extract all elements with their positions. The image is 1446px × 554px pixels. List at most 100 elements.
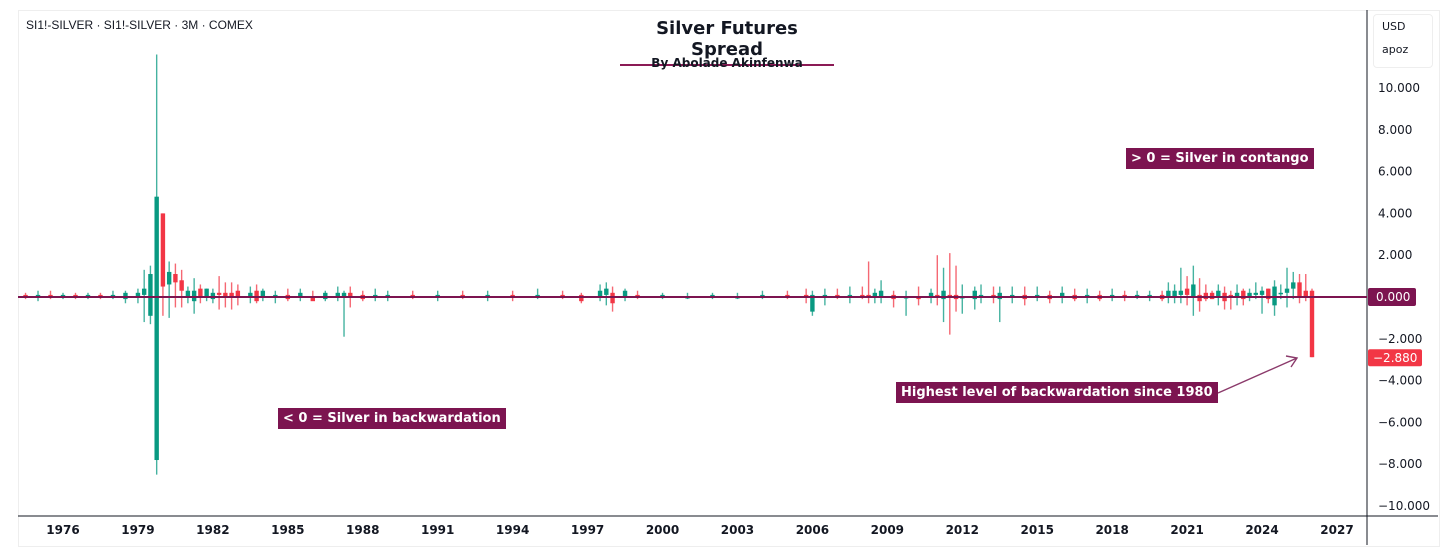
candle-body — [997, 292, 1002, 300]
candle-body — [835, 294, 840, 297]
candle — [204, 288, 209, 302]
candle — [1147, 290, 1152, 302]
candle — [223, 282, 228, 308]
candle — [604, 282, 609, 306]
candle-body — [1216, 290, 1221, 297]
candle — [198, 284, 203, 304]
candle — [229, 282, 234, 310]
contango-annotation: > 0 = Silver in contango — [1126, 148, 1314, 169]
x-tick-label: 2027 — [1320, 523, 1353, 537]
candle-body — [972, 290, 977, 300]
candle — [335, 286, 340, 302]
candle-body — [1134, 294, 1140, 297]
candle — [135, 288, 141, 304]
candle-body — [535, 294, 540, 297]
candle — [1191, 265, 1196, 316]
candle-body — [935, 294, 940, 297]
candle-body — [1184, 288, 1190, 295]
candle-body — [1284, 288, 1290, 293]
candle — [23, 292, 28, 300]
candle — [660, 292, 665, 300]
candle — [916, 286, 921, 306]
candle-body — [148, 274, 153, 316]
candle-body — [248, 292, 253, 297]
candle — [373, 288, 378, 302]
candle — [1197, 278, 1202, 312]
y-tick-label: 6.000 — [1378, 165, 1412, 179]
highest-backwardation-annotation: Highest level of backwardation since 198… — [896, 382, 1218, 403]
candle-body — [1303, 290, 1308, 297]
candle — [341, 290, 347, 337]
candle — [947, 253, 952, 335]
candle-body — [60, 294, 66, 297]
x-tick-label: 1979 — [121, 523, 154, 537]
candle-body — [1253, 292, 1258, 295]
candle — [960, 284, 965, 314]
candle-body — [810, 294, 815, 312]
candle-body — [978, 294, 984, 297]
candle-body — [373, 294, 378, 297]
candle-body — [785, 294, 790, 297]
candle — [685, 292, 690, 300]
annotation-arrow — [1217, 357, 1298, 394]
candle-body — [878, 290, 884, 297]
candle-body — [435, 294, 440, 297]
x-tick-label: 2012 — [946, 523, 979, 537]
candle — [254, 284, 259, 304]
candle — [1234, 284, 1240, 306]
candle — [60, 292, 66, 300]
candle — [903, 290, 909, 316]
candle-body — [1228, 294, 1234, 297]
candle-body — [560, 294, 565, 297]
candle-body — [385, 294, 390, 297]
x-tick-label: 1991 — [421, 523, 454, 537]
candle — [978, 284, 984, 304]
candle — [210, 288, 216, 304]
candle-body — [1278, 292, 1283, 295]
candle — [73, 292, 78, 300]
candle — [1222, 286, 1227, 310]
candle-body — [1035, 294, 1040, 297]
candle-body — [123, 292, 128, 300]
candle-body — [1297, 282, 1302, 297]
y-tick-label: 2.000 — [1378, 248, 1412, 262]
candle — [1022, 286, 1027, 306]
candle-body — [273, 294, 278, 297]
y-tick-label: −4.000 — [1378, 374, 1422, 388]
candle — [810, 290, 815, 316]
candle — [1084, 288, 1090, 304]
currency-label: USD — [1382, 20, 1406, 33]
candle-body — [635, 294, 640, 297]
candle-body — [710, 294, 715, 297]
candle — [1060, 286, 1065, 304]
y-tick-label: −6.000 — [1378, 415, 1422, 429]
candle-body — [803, 294, 809, 297]
unit-label: apoz — [1382, 43, 1409, 56]
candle-body — [310, 297, 315, 302]
candle — [1272, 280, 1277, 316]
candle — [485, 290, 490, 302]
candle — [803, 288, 809, 304]
candle-body — [622, 290, 628, 297]
symbol-legend[interactable]: SI1!-SILVER · SI1!-SILVER · 3M · COMEX — [26, 18, 253, 32]
candle — [216, 276, 222, 310]
candle-body — [1010, 294, 1015, 297]
last-price-label: −2.880 — [1373, 351, 1417, 365]
candle — [285, 288, 291, 302]
x-tick-label: 2009 — [871, 523, 904, 537]
candle-body — [154, 196, 159, 461]
candle-body — [23, 294, 28, 297]
x-tick-label: 1976 — [46, 523, 79, 537]
candle-body — [1309, 290, 1315, 358]
candle — [360, 290, 365, 302]
candle — [991, 286, 996, 304]
candle — [941, 267, 946, 323]
candle-body — [1203, 292, 1209, 300]
scale-unit-box[interactable]: USD apoz — [1373, 14, 1433, 68]
candle — [710, 292, 715, 300]
x-tick-label: 2024 — [1245, 523, 1278, 537]
candle — [141, 269, 147, 323]
candle — [1203, 284, 1209, 302]
